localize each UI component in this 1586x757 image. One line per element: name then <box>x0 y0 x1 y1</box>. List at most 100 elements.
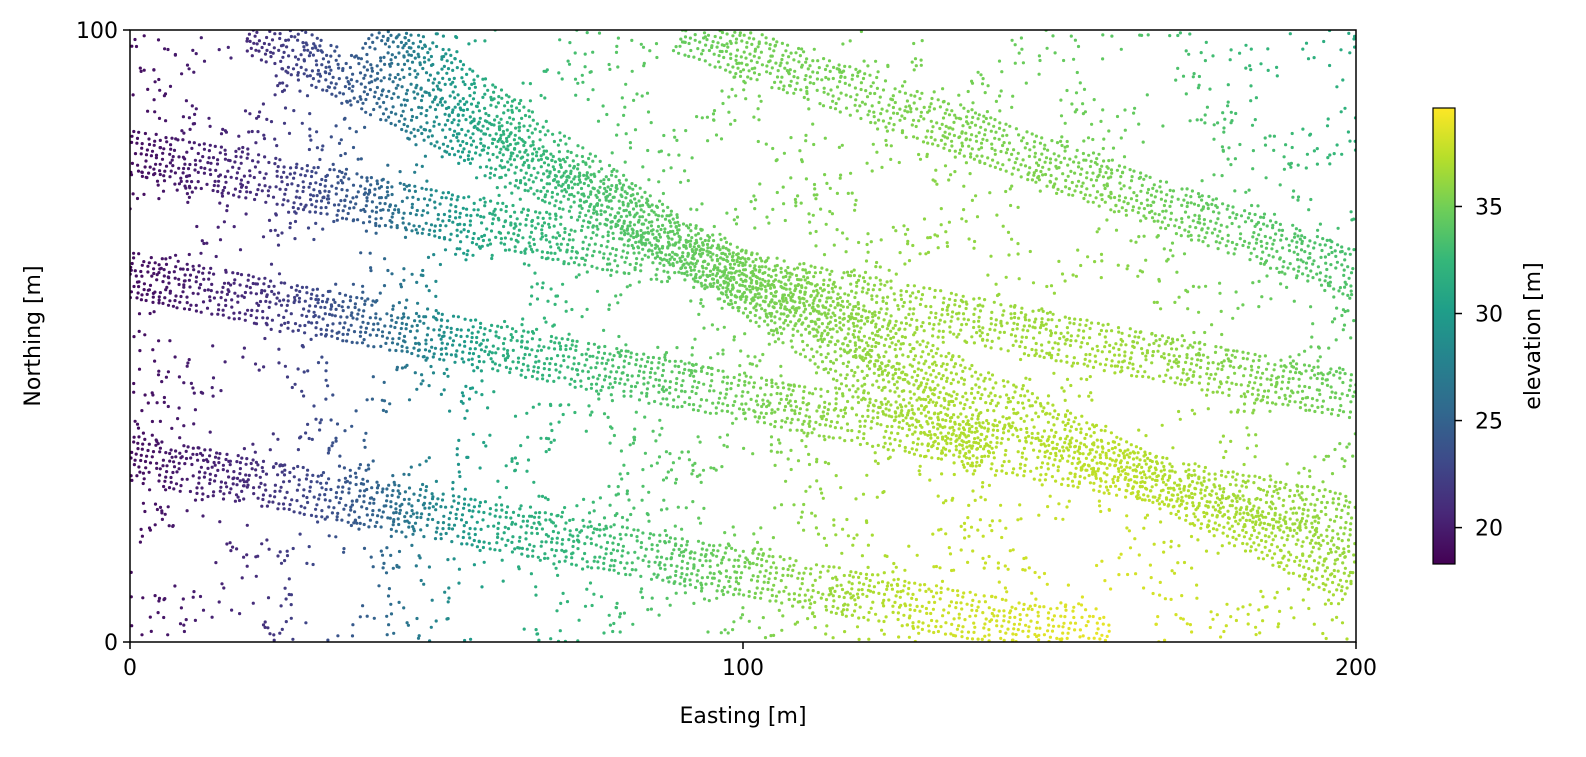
data-point <box>755 586 759 590</box>
data-point <box>478 116 482 120</box>
data-point <box>1322 588 1326 592</box>
data-point <box>1104 329 1109 333</box>
data-point <box>994 323 998 327</box>
data-point <box>945 362 949 366</box>
data-point <box>974 370 978 374</box>
data-point <box>1210 489 1214 493</box>
data-point <box>613 259 617 263</box>
data-point <box>257 39 261 43</box>
data-point <box>661 385 665 389</box>
data-point <box>1176 493 1180 497</box>
data-point <box>1252 528 1256 533</box>
data-point <box>1245 505 1249 509</box>
data-point <box>680 389 684 393</box>
data-point <box>601 356 605 360</box>
data-point <box>1053 409 1057 413</box>
data-point <box>916 373 920 378</box>
data-point <box>1160 477 1164 481</box>
data-point <box>927 322 932 326</box>
data-point <box>571 238 575 242</box>
data-point <box>886 295 890 299</box>
data-point <box>361 101 365 105</box>
data-point <box>765 259 769 263</box>
data-point <box>653 371 657 375</box>
data-point <box>1304 497 1308 501</box>
data-point <box>567 238 572 242</box>
data-point <box>1072 356 1076 360</box>
data-point <box>1082 362 1086 366</box>
data-point <box>1278 516 1282 521</box>
data-point <box>828 327 832 331</box>
data-point <box>1291 522 1295 526</box>
data-point <box>529 173 533 177</box>
data-point <box>375 205 379 209</box>
data-point <box>310 69 314 73</box>
data-point <box>522 356 526 360</box>
data-point <box>515 154 519 158</box>
data-point <box>1284 482 1288 486</box>
data-point <box>677 364 681 369</box>
data-point <box>846 319 850 323</box>
data-point <box>208 478 212 482</box>
data-point <box>447 218 451 223</box>
data-point <box>1011 471 1015 475</box>
data-point <box>218 151 222 155</box>
data-point <box>536 216 540 220</box>
data-point <box>1200 496 1204 500</box>
data-point <box>341 300 345 304</box>
data-point <box>991 386 995 390</box>
data-point <box>1167 353 1171 357</box>
data-point <box>1206 355 1210 359</box>
data-point <box>865 291 869 295</box>
data-point <box>424 187 428 191</box>
data-point <box>1060 482 1064 486</box>
data-point <box>823 311 827 315</box>
data-point <box>945 376 949 380</box>
data-point <box>986 421 991 426</box>
data-point <box>1339 589 1344 593</box>
data-point <box>961 625 965 629</box>
data-point <box>223 185 227 190</box>
data-point <box>443 100 447 104</box>
data-point <box>1285 526 1289 530</box>
data-point <box>520 334 524 338</box>
data-point <box>900 624 904 628</box>
data-point <box>264 172 268 176</box>
data-point <box>592 249 596 253</box>
data-point <box>211 156 216 160</box>
data-point <box>348 299 352 303</box>
data-point <box>1034 411 1038 415</box>
data-point <box>725 387 729 391</box>
data-point <box>1216 362 1220 366</box>
data-point <box>676 395 681 399</box>
data-point <box>368 316 372 320</box>
data-point <box>802 304 807 308</box>
data-point <box>1341 380 1345 385</box>
data-point <box>1183 506 1188 511</box>
data-point <box>922 362 926 366</box>
data-point <box>1274 520 1278 524</box>
data-point <box>1314 577 1318 581</box>
data-point <box>1235 472 1239 476</box>
data-point <box>199 186 203 191</box>
data-point <box>784 420 788 424</box>
data-point <box>831 290 835 294</box>
data-point <box>264 200 268 204</box>
data-point <box>606 239 610 243</box>
data-point <box>334 58 338 62</box>
data-point <box>413 134 417 138</box>
data-point <box>889 329 893 333</box>
data-point <box>1019 394 1023 398</box>
data-point <box>496 201 500 205</box>
data-point <box>1057 348 1061 352</box>
data-point <box>1078 323 1082 327</box>
data-point <box>1291 359 1295 363</box>
data-point <box>723 265 727 269</box>
data-point <box>1135 475 1139 479</box>
data-point <box>468 219 472 223</box>
data-point <box>934 351 938 355</box>
data-point <box>1105 473 1109 477</box>
data-point <box>393 123 397 127</box>
data-point <box>1113 353 1117 357</box>
data-point <box>729 293 734 297</box>
